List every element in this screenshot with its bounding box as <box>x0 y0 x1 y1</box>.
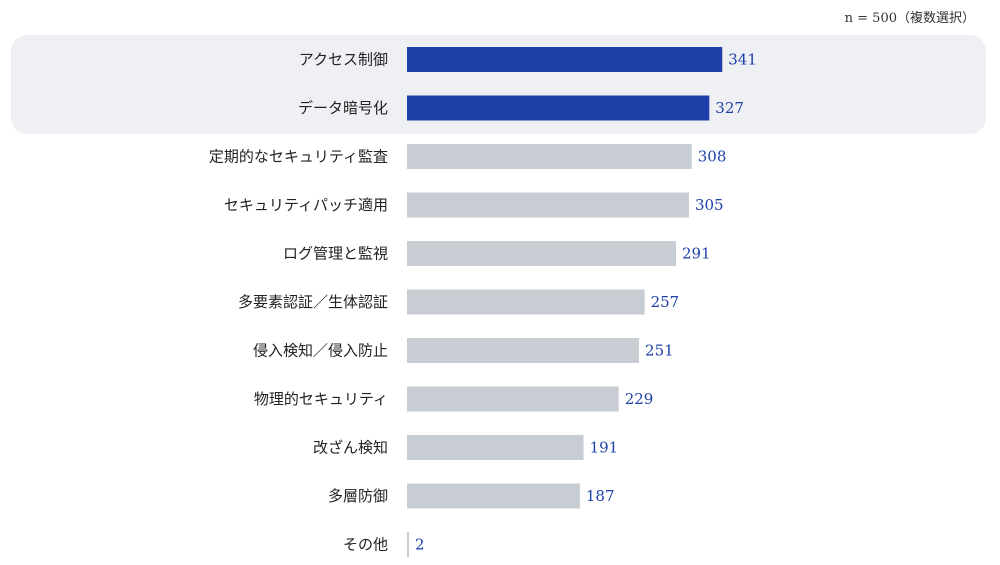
bar <box>407 338 640 363</box>
bar <box>407 241 677 266</box>
bar <box>407 483 580 509</box>
value-label: 305 <box>695 196 724 214</box>
value-label: 191 <box>590 439 619 457</box>
sample-note: n = 500（複数選択） <box>845 10 975 26</box>
highlight-background <box>11 35 986 134</box>
category-label: セキュリティパッチ適用 <box>224 196 388 214</box>
category-label: 多層防御 <box>328 487 388 505</box>
value-label: 229 <box>625 390 654 408</box>
category-label: データ暗号化 <box>298 99 388 117</box>
value-label: 291 <box>682 245 711 263</box>
category-label: 物理的セキュリティ <box>254 390 388 408</box>
bar <box>407 532 409 557</box>
bar <box>407 47 723 72</box>
bar <box>407 144 692 169</box>
category-label: ログ管理と監視 <box>283 245 388 263</box>
bar <box>407 192 689 218</box>
bar <box>407 95 710 121</box>
value-label: 308 <box>698 148 727 166</box>
bar <box>407 435 584 460</box>
category-label: アクセス制御 <box>299 51 388 69</box>
bar <box>407 289 645 315</box>
value-label: 2 <box>415 536 425 554</box>
category-label: 侵入検知／侵入防止 <box>253 342 388 360</box>
bar <box>407 386 619 412</box>
value-label: 251 <box>645 342 674 360</box>
category-label: 定期的なセキュリティ監査 <box>209 148 388 166</box>
value-label: 327 <box>715 99 744 117</box>
value-label: 187 <box>586 487 615 505</box>
value-label: 257 <box>651 293 680 311</box>
category-label: 改ざん検知 <box>313 439 388 457</box>
bars-group: アクセス制御 341 データ暗号化 327 定期的なセキュリティ監査 308 セキュリティパ… <box>209 47 757 557</box>
value-label: 341 <box>728 51 757 69</box>
category-label: その他 <box>343 536 388 554</box>
category-label: 多要素認証／生体認証 <box>238 293 388 311</box>
